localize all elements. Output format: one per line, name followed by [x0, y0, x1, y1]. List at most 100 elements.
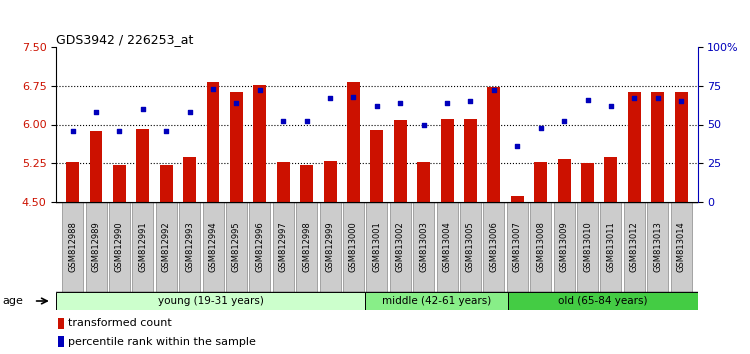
Bar — [109, 202, 130, 292]
Point — [160, 128, 172, 133]
Point — [605, 103, 617, 109]
Bar — [604, 157, 617, 202]
Bar — [624, 202, 645, 292]
Bar — [365, 292, 508, 310]
Bar — [156, 202, 177, 292]
Bar — [530, 202, 551, 292]
Text: middle (42-61 years): middle (42-61 years) — [382, 296, 490, 306]
Point — [464, 98, 476, 104]
Bar — [206, 82, 220, 202]
Bar — [366, 202, 388, 292]
Point — [535, 125, 547, 130]
Point — [581, 97, 593, 103]
Bar — [460, 202, 481, 292]
Text: GSM812994: GSM812994 — [209, 222, 218, 272]
Text: GSM812999: GSM812999 — [326, 222, 334, 272]
Point — [254, 87, 266, 93]
Text: GSM813011: GSM813011 — [607, 222, 616, 272]
Text: GDS3942 / 226253_at: GDS3942 / 226253_at — [56, 33, 194, 46]
Point — [230, 100, 242, 105]
Bar — [58, 318, 64, 329]
Text: GSM813012: GSM813012 — [630, 222, 639, 272]
Text: GSM812993: GSM812993 — [185, 222, 194, 272]
Point — [278, 119, 290, 124]
Text: GSM812997: GSM812997 — [279, 222, 288, 272]
Bar — [132, 202, 153, 292]
Bar — [343, 202, 364, 292]
Bar — [581, 163, 594, 202]
Bar — [628, 92, 640, 202]
Point — [652, 95, 664, 101]
Text: GSM812989: GSM812989 — [92, 222, 100, 272]
Bar — [254, 85, 266, 202]
Point — [324, 95, 336, 101]
Bar — [601, 202, 622, 292]
Text: GSM813005: GSM813005 — [466, 222, 475, 272]
Point — [136, 106, 148, 112]
Text: percentile rank within the sample: percentile rank within the sample — [68, 337, 256, 347]
Bar — [441, 119, 454, 202]
Bar — [394, 120, 406, 202]
Point — [441, 100, 453, 105]
Text: GSM813013: GSM813013 — [653, 222, 662, 273]
Bar — [534, 162, 548, 202]
Bar — [277, 162, 290, 202]
Bar — [577, 202, 598, 292]
Bar — [183, 156, 196, 202]
Text: GSM812998: GSM812998 — [302, 222, 311, 272]
Point — [628, 95, 640, 101]
Bar — [249, 202, 271, 292]
Text: GSM813010: GSM813010 — [583, 222, 592, 272]
Bar — [113, 165, 126, 202]
Bar — [58, 336, 64, 347]
Text: GSM812990: GSM812990 — [115, 222, 124, 272]
Text: GSM813006: GSM813006 — [490, 222, 499, 273]
Bar — [554, 202, 574, 292]
Bar — [89, 131, 103, 202]
Text: age: age — [3, 296, 24, 306]
Text: GSM813001: GSM813001 — [372, 222, 381, 272]
Bar — [675, 92, 688, 202]
Bar — [647, 202, 668, 292]
Bar — [300, 165, 313, 202]
Text: GSM813007: GSM813007 — [513, 222, 522, 273]
Bar — [413, 202, 434, 292]
Point — [488, 87, 500, 93]
Point — [113, 128, 125, 133]
Bar — [179, 202, 200, 292]
Point — [394, 100, 406, 105]
Bar — [202, 202, 223, 292]
Point — [675, 98, 687, 104]
Point — [347, 94, 359, 99]
Bar — [66, 162, 79, 202]
Text: GSM813003: GSM813003 — [419, 222, 428, 273]
Point — [301, 119, 313, 124]
Bar — [508, 292, 698, 310]
Point — [67, 128, 79, 133]
Bar — [230, 92, 243, 202]
Point — [184, 109, 196, 115]
Bar — [226, 202, 247, 292]
Text: GSM812992: GSM812992 — [162, 222, 171, 272]
Bar — [436, 202, 457, 292]
Text: transformed count: transformed count — [68, 318, 171, 328]
Text: GSM812995: GSM812995 — [232, 222, 241, 272]
Text: GSM813014: GSM813014 — [676, 222, 686, 272]
Text: old (65-84 years): old (65-84 years) — [558, 296, 647, 306]
Bar — [507, 202, 528, 292]
Text: GSM812996: GSM812996 — [255, 222, 264, 272]
Point — [512, 143, 524, 149]
Bar — [651, 92, 664, 202]
Bar — [86, 202, 106, 292]
Bar — [390, 202, 411, 292]
Text: GSM813002: GSM813002 — [396, 222, 405, 272]
Bar — [160, 165, 172, 202]
Bar — [62, 202, 83, 292]
Point — [370, 103, 382, 109]
Bar — [136, 129, 149, 202]
Bar — [296, 202, 317, 292]
Bar — [488, 87, 500, 202]
Bar — [273, 202, 294, 292]
Bar — [347, 82, 360, 202]
Bar — [370, 130, 383, 202]
